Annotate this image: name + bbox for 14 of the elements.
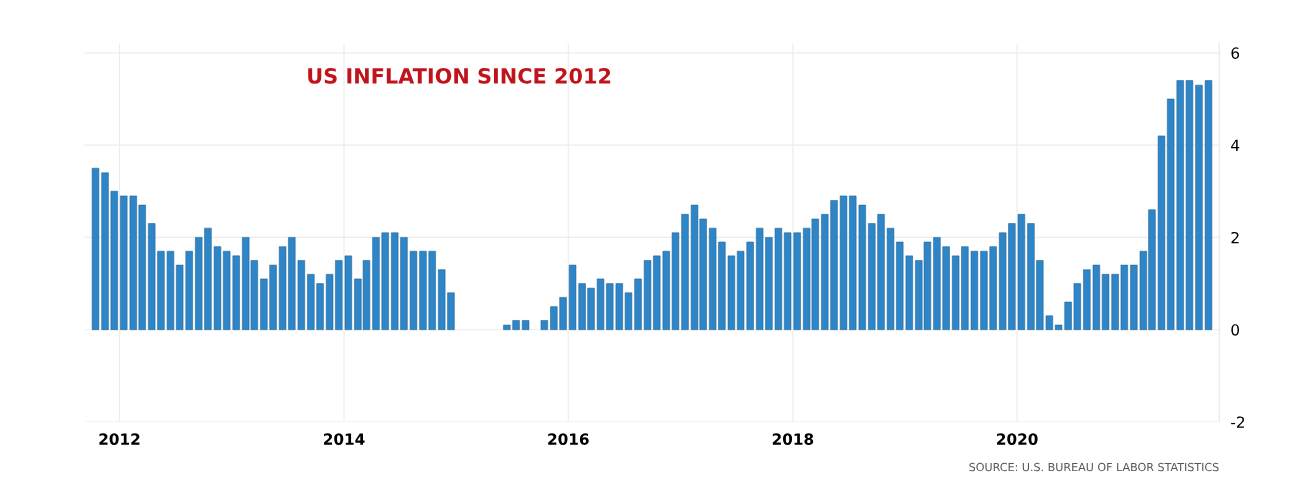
y-tick-label: 4 — [1231, 139, 1240, 151]
source-note: SOURCE: U.S. BUREAU OF LABOR STATISTICS — [969, 462, 1219, 472]
x-tick-label: 2020 — [997, 433, 1038, 445]
bar — [521, 320, 530, 330]
y-tick-label: 0 — [1231, 324, 1240, 336]
bar — [540, 320, 548, 330]
x-tick-label: 2018 — [772, 433, 814, 445]
x-tick-label: 2016 — [548, 433, 589, 445]
y-tick-label: 6 — [1231, 47, 1240, 59]
x-tick-label: 2012 — [99, 433, 140, 445]
y-tick-label: -2 — [1231, 416, 1245, 428]
text: US INFLATION SINCE 2012 — [308, 67, 611, 84]
y-tick-label: 2 — [1231, 231, 1239, 244]
x-tick-label: 2014 — [323, 433, 365, 445]
